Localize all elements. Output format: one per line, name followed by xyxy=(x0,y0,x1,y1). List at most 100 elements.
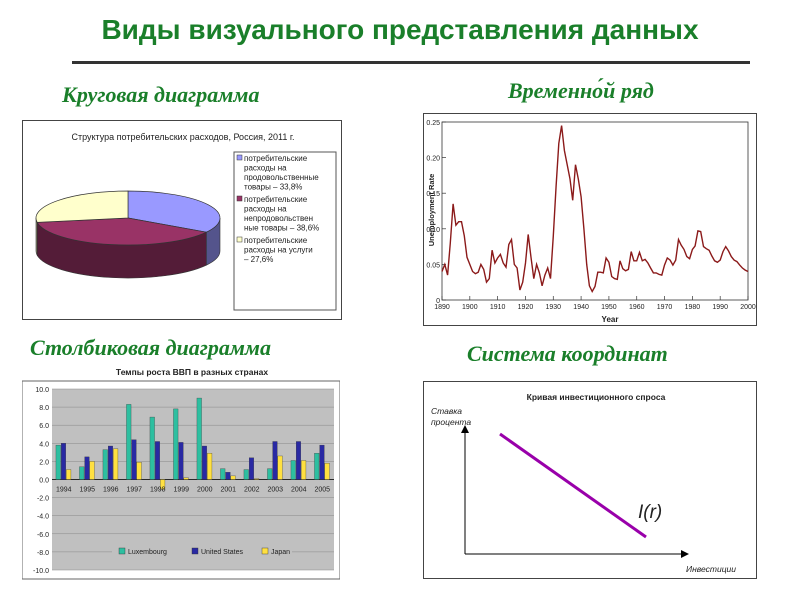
bar-japan-1997 xyxy=(136,462,142,480)
bar-united-states-1998 xyxy=(154,441,160,480)
timeseries-panel: 0 0.05 0.10 0.15 0.20 0.25 1890 1900 1910 1920 193… xyxy=(423,113,757,326)
bar-xtick-label: 1997 xyxy=(126,487,142,494)
coords-ylabel-line1: Ставка xyxy=(431,406,462,416)
bar-ytick-label: 8.0 xyxy=(39,405,49,412)
bar-ytick-label: -8.0 xyxy=(37,550,49,557)
investment-demand-chart: Кривая инвестиционного спроса Ставка про… xyxy=(431,392,736,574)
ts-xtick-label: 1950 xyxy=(601,304,617,311)
ts-xtick-label: 1910 xyxy=(490,304,506,311)
bar-xtick-label: 2005 xyxy=(314,487,330,494)
bar-xtick-label: 1998 xyxy=(150,487,166,494)
bar-xtick-label: 1995 xyxy=(79,487,95,494)
ts-xtick-label: 2000 xyxy=(740,304,756,311)
pie-chart-title: Структура потребительских расходов, Росс… xyxy=(71,132,294,142)
ts-ytick-label: 0.10 xyxy=(426,227,440,234)
bar-luxembourg-1999 xyxy=(173,408,179,480)
bar-united-states-1996 xyxy=(108,445,113,480)
bar-japan-2004 xyxy=(301,460,307,480)
ts-ytick-label: 0.05 xyxy=(426,262,440,269)
bar-chart-title: Темпы роста ВВП в разных странах xyxy=(116,367,268,377)
bar-japan-2002 xyxy=(254,478,260,480)
bar-united-states-1995 xyxy=(84,456,90,480)
ts-xtick-label: 1960 xyxy=(629,304,645,311)
bar-japan-2003 xyxy=(277,455,283,480)
bar-japan-2001 xyxy=(230,475,236,480)
pie-legend-swatch-1 xyxy=(236,195,243,202)
bar-united-states-1997 xyxy=(131,439,137,480)
page-title: Виды визуального представления данных xyxy=(101,14,699,45)
coords-chart-title: Кривая инвестиционного спроса xyxy=(527,392,666,402)
bar-chart: Темпы роста ВВП в разных странах -10.0 -8… xyxy=(21,367,341,580)
bar-luxembourg-1998 xyxy=(149,416,155,480)
bar-japan-2000 xyxy=(207,453,213,480)
timeseries-chart: 0 0.05 0.10 0.15 0.20 0.25 1890 1900 1910 1920 193… xyxy=(426,120,756,324)
ts-xtick-label: 1990 xyxy=(712,304,728,311)
bar-united-states-2002 xyxy=(248,457,254,480)
pie-legend-swatch-0 xyxy=(236,154,243,161)
bar-legend-label: Japan xyxy=(271,549,290,556)
ts-ytick-label: 0.25 xyxy=(426,120,440,127)
ts-xtick-label: 1940 xyxy=(573,304,589,311)
bar-ytick-label: 6.0 xyxy=(39,423,49,430)
bar-legend-box xyxy=(112,545,292,559)
coords-panel: Кривая инвестиционного спроса Ставка про… xyxy=(423,381,757,579)
ts-xtick-label: 1890 xyxy=(434,304,450,311)
section-title-bar: Столбиковая диаграмма xyxy=(30,335,272,360)
ts-ytick-label: 0.20 xyxy=(426,156,440,163)
section-title-timeseries: Временно́й ряд xyxy=(508,78,654,103)
bar-ytick-label: 4.0 xyxy=(39,441,49,448)
bar-ytick-label: -4.0 xyxy=(37,514,49,521)
section-title-coords: Система координат xyxy=(467,341,668,366)
bar-united-states-2001 xyxy=(225,472,231,480)
bar-luxembourg-2004 xyxy=(290,460,296,480)
bar-luxembourg-1997 xyxy=(126,404,132,480)
bar-luxembourg-2002 xyxy=(243,469,249,480)
pie-legend-label-0: продовольственные xyxy=(244,173,319,182)
bar-japan-1998 xyxy=(160,479,166,490)
bar-japan-2005 xyxy=(324,463,330,480)
ir-curve-label: I(r) xyxy=(638,502,662,523)
bar-chart-panel: Темпы роста ВВП в разных странах -10.0 -8… xyxy=(21,365,341,580)
pie-slice-2 xyxy=(35,190,129,223)
bar-united-states-2005 xyxy=(319,444,325,480)
bar-japan-1994 xyxy=(66,469,72,480)
bar-legend-label: United States xyxy=(201,549,244,556)
bar-xtick-label: 2002 xyxy=(244,487,260,494)
bar-ytick-label: 2.0 xyxy=(39,459,49,466)
bar-luxembourg-2001 xyxy=(220,468,226,480)
bar-united-states-2004 xyxy=(295,441,301,480)
pie-legend-label-1: ные товары – 38,6% xyxy=(244,224,319,233)
pie-chart: Структура потребительских расходов, Росс… xyxy=(35,132,337,311)
bar-japan-1999 xyxy=(183,477,189,480)
bar-legend-swatch xyxy=(191,547,199,555)
bar-united-states-1999 xyxy=(178,442,184,480)
bar-ytick-label: -10.0 xyxy=(33,568,49,575)
bar-xtick-label: 1994 xyxy=(56,487,72,494)
unemployment-series-line xyxy=(441,125,749,294)
bar-united-states-2003 xyxy=(272,441,278,480)
pie-legend-label-2: потребительские xyxy=(244,236,308,245)
ts-xtick-label: 1900 xyxy=(462,304,478,311)
bar-luxembourg-1994 xyxy=(55,444,61,480)
bar-xtick-label: 1999 xyxy=(173,487,189,494)
coords-xlabel: Инвестиции xyxy=(686,564,736,574)
bar-legend-label: Luxembourg xyxy=(128,549,167,556)
section-title-pie: Круговая диаграмма xyxy=(62,82,260,107)
bar-xtick-label: 2004 xyxy=(291,487,307,494)
bar-japan-1996 xyxy=(113,448,119,480)
pie-legend-label-0: потребительские xyxy=(244,154,308,163)
ts-xtick-label: 1980 xyxy=(685,304,701,311)
bar-luxembourg-1995 xyxy=(79,466,85,480)
bar-xtick-label: 1996 xyxy=(103,487,119,494)
ts-ylabel: Unemployment Rate xyxy=(427,174,436,247)
bar-xtick-label: 2003 xyxy=(267,487,283,494)
pie-legend-label-1: непродовольствен xyxy=(244,214,313,223)
pie-legend-label-2: – 27,6% xyxy=(244,255,273,264)
pie-slice-side xyxy=(35,217,38,257)
ts-xtick-label: 1970 xyxy=(657,304,673,311)
pie-legend-box xyxy=(233,151,337,311)
bar-xtick-label: 2000 xyxy=(197,487,213,494)
pie-chart-panel: Структура потребительских расходов, Росс… xyxy=(22,120,342,320)
ts-xtick-label: 1930 xyxy=(545,304,561,311)
ts-xtick-label: 1920 xyxy=(518,304,534,311)
